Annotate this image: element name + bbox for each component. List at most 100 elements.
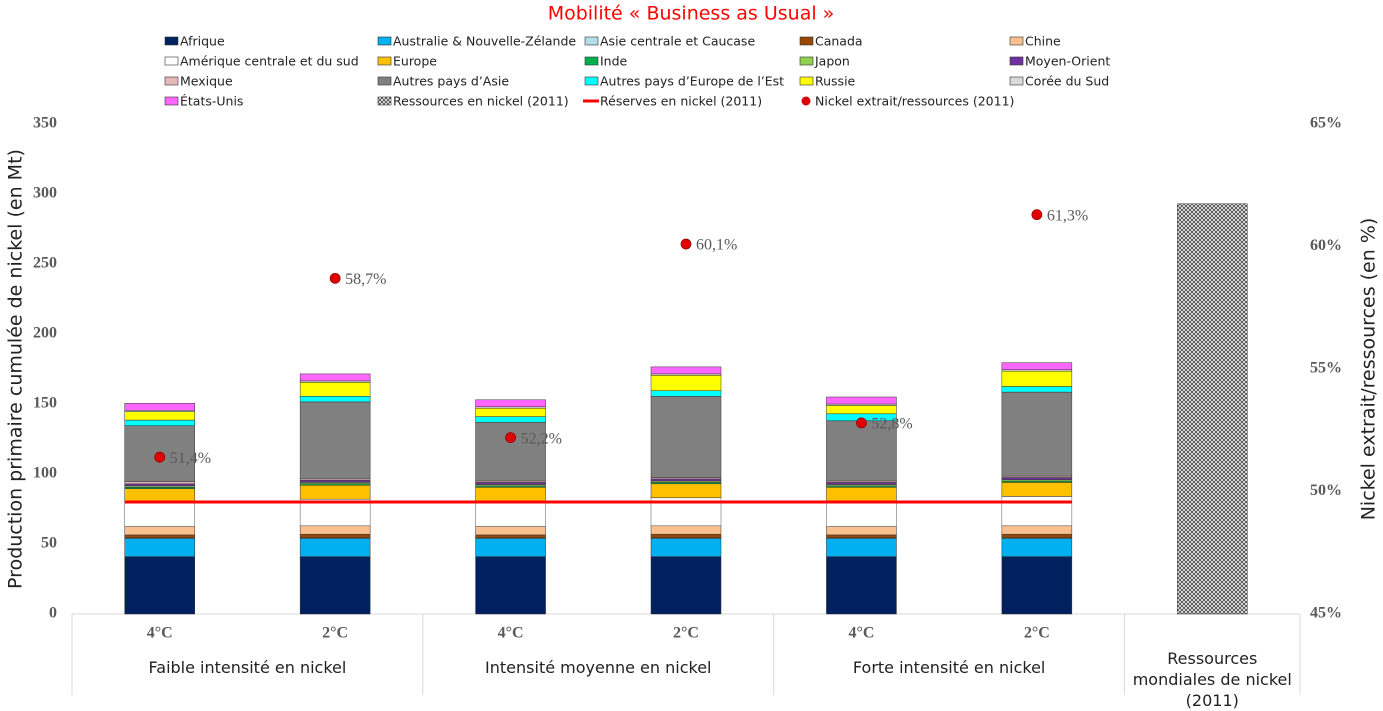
data-label: 58,7% (345, 271, 386, 288)
legend-label: Autres pays d’Asie (393, 74, 509, 89)
bar-segment (299, 382, 371, 397)
bar-segment (650, 375, 722, 391)
x-tick-label: 2°C (673, 625, 699, 642)
bar-segment (826, 396, 897, 405)
y-tick-label: 150 (33, 395, 57, 412)
bar-segment (1001, 386, 1073, 393)
group-label: Intensité moyenne en nickel (485, 658, 712, 677)
y-tick-label: 350 (33, 115, 57, 132)
legend-label: Asie centrale et Caucase (600, 34, 755, 49)
bar-segment (1001, 370, 1073, 387)
bar-segment (1177, 203, 1248, 615)
chart-title: Mobilité « Business as Usual » (548, 3, 835, 25)
bar-segment (475, 407, 546, 417)
bar-segment (650, 478, 722, 482)
data-label: 52,2% (521, 430, 562, 447)
bar-segment (124, 483, 195, 487)
bar-segment (650, 533, 722, 538)
bar-segment (650, 483, 722, 499)
bar-segment (475, 538, 546, 557)
legend-marker (584, 56, 599, 66)
group-label: Ressources mondiales de nickel (2011) (1132, 649, 1292, 710)
bar-segment (124, 419, 195, 426)
bar-segment (124, 403, 195, 411)
bar-segment (1001, 538, 1073, 557)
y2-axis-title: Nickel extrait/ressources (en %) (1358, 218, 1380, 521)
bar-segment (299, 401, 371, 480)
bar-segment (826, 487, 897, 502)
legend-marker (377, 76, 392, 86)
legend-marker (164, 96, 179, 106)
bar-segment (650, 556, 722, 615)
legend-marker (164, 56, 179, 66)
legend-label: Ressources en nickel (2011) (393, 94, 569, 109)
data-label: 52,8% (871, 416, 912, 433)
legend-label: Afrique (180, 34, 225, 49)
bar-segment (475, 421, 546, 482)
legend-label: Inde (600, 54, 628, 69)
bar-segment (1001, 362, 1073, 370)
legend-label: Europe (393, 54, 437, 69)
bar-segment (299, 480, 371, 483)
bar-segment (124, 481, 195, 485)
scatter-point (856, 417, 867, 429)
bar-segment (826, 420, 897, 482)
data-label: 51,4% (170, 450, 211, 467)
bar-segment (826, 482, 897, 485)
bar-segment (475, 526, 546, 536)
y-tick-label: 250 (33, 255, 57, 272)
bar-segment (1001, 477, 1073, 480)
bar-segment (650, 396, 722, 478)
y2-tick-label: 55% (1310, 360, 1342, 377)
bar-segment (299, 396, 371, 403)
bar-segment (299, 498, 371, 527)
legend-label: Amérique centrale et du sud (180, 54, 359, 69)
x-tick-label: 2°C (322, 625, 348, 642)
bar-segment (826, 526, 897, 536)
bar-segment (1001, 391, 1073, 477)
bar-segment (124, 502, 195, 527)
bar-segment (299, 538, 371, 557)
y-tick-label: 0 (49, 605, 57, 622)
scatter-point (329, 272, 341, 284)
bar-segment (299, 525, 371, 535)
bar-segment (650, 538, 722, 557)
bar-segment (475, 556, 546, 615)
y2-tick-label: 60% (1310, 237, 1342, 254)
bar-segment (1001, 533, 1073, 538)
x-tick-label: 4°C (147, 625, 173, 642)
y-tick-label: 300 (33, 185, 57, 202)
legend-marker (377, 36, 392, 46)
x-tick-label: 4°C (848, 625, 874, 642)
bar-segment (124, 411, 195, 421)
group-label: Forte intensité en nickel (852, 658, 1046, 677)
legend-label: Corée du Sud (1025, 74, 1109, 89)
legend-label: Mexique (180, 74, 233, 89)
bar-segment (1001, 525, 1073, 535)
legend-label: Autres pays d’Europe de l’Est (600, 74, 784, 89)
chart: Mobilité « Business as Usual » Productio… (5, 3, 1380, 695)
legend-label: Canada (815, 34, 863, 49)
legend-marker (164, 36, 179, 46)
legend-label: Russie (815, 74, 856, 89)
legend-marker (1009, 76, 1024, 86)
bar-segment (1001, 556, 1073, 615)
legend-label: Australie & Nouvelle-Zélande (393, 34, 576, 49)
y-tick-label: 200 (33, 325, 57, 342)
bar-segment (826, 405, 897, 415)
legend-label: Japon (814, 54, 850, 69)
bar-segment (475, 501, 546, 527)
bar-segment (299, 373, 371, 382)
legend-marker (377, 96, 392, 106)
bar-segment (650, 390, 722, 397)
bar-segment (826, 501, 897, 527)
x-tick-label: 4°C (498, 625, 524, 642)
data-label: 60,1% (696, 237, 737, 254)
bar-segment (475, 416, 546, 423)
bar-segment (475, 487, 546, 502)
legend-label: Chine (1025, 34, 1061, 49)
y-axis-title: Production primaire cumulée de nickel (e… (5, 149, 27, 589)
legend-marker (799, 56, 814, 66)
y2-tick-label: 50% (1310, 482, 1342, 499)
legend-marker (1009, 36, 1024, 46)
